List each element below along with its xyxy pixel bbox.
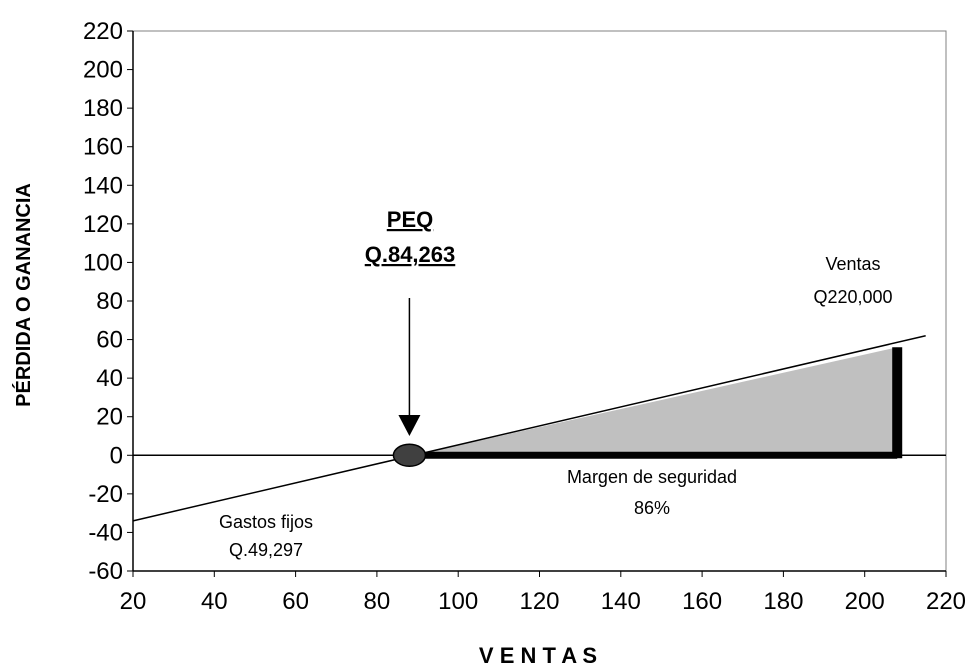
y-tick-label: 200: [83, 57, 123, 84]
y-tick-label: 120: [83, 211, 123, 238]
y-tick-label: 220: [83, 18, 123, 45]
peq-arrow-head: [398, 415, 421, 436]
sales-label: Ventas: [825, 254, 880, 274]
safety-margin-area: [413, 347, 898, 456]
fixed-costs-label: Gastos fijos: [219, 512, 313, 532]
y-tick-label: 140: [83, 172, 123, 199]
y-tick-label: -60: [88, 558, 123, 585]
x-tick-label: 120: [519, 588, 559, 615]
tick-labels: 220200180160140120100806040200-20-40-602…: [83, 18, 966, 615]
x-tick-label: 100: [438, 588, 478, 615]
x-tick-label: 140: [601, 588, 641, 615]
margin-label: Margen de seguridad: [567, 467, 737, 487]
peq-value-label: Q.84,263: [365, 242, 456, 267]
y-tick-label: 160: [83, 134, 123, 161]
safety-margin-shade: [413, 347, 898, 456]
x-tick-label: 160: [682, 588, 722, 615]
break-even-point-marker: [392, 443, 427, 468]
y-tick-label: 80: [96, 288, 123, 315]
profit-line: [132, 334, 926, 522]
y-tick-label: -20: [88, 481, 123, 508]
y-tick-label: 20: [96, 404, 123, 431]
y-tick-label: 60: [96, 327, 123, 354]
y-tick-label: -40: [88, 519, 123, 546]
x-tick-label: 200: [845, 588, 885, 615]
x-tick-label: 220: [926, 588, 966, 615]
x-tick-label: 20: [120, 588, 147, 615]
fixed-costs-value-label: Q.49,297: [229, 540, 303, 560]
axis-ticks: [127, 30, 947, 577]
peq-label: PEQ: [387, 207, 433, 232]
y-tick-label: 180: [83, 95, 123, 122]
y-tick-label: 100: [83, 249, 123, 276]
y-tick-label: 0: [110, 442, 123, 469]
margin-value-label: 86%: [634, 498, 670, 518]
y-axis-title: PÉRDIDA O GANANCIA: [12, 183, 35, 407]
x-axis-title: V E N T A S: [479, 643, 597, 668]
x-tick-label: 180: [763, 588, 803, 615]
chart-marks: [392, 298, 903, 468]
y-tick-label: 40: [96, 365, 123, 392]
x-tick-label: 40: [201, 588, 228, 615]
sales-value-label: Q220,000: [813, 287, 892, 307]
x-tick-label: 60: [282, 588, 309, 615]
x-tick-label: 80: [364, 588, 391, 615]
